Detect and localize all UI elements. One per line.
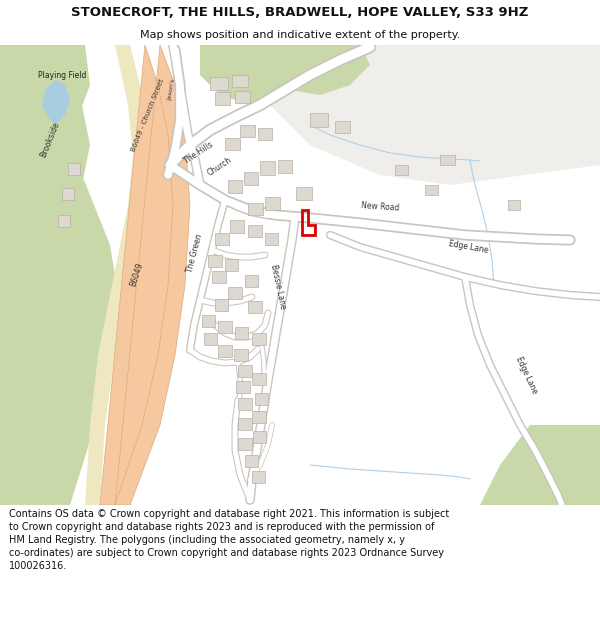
Polygon shape	[255, 393, 268, 405]
Polygon shape	[248, 225, 262, 237]
Polygon shape	[215, 92, 230, 105]
Text: STONECROFT, THE HILLS, BRADWELL, HOPE VALLEY, S33 9HZ: STONECROFT, THE HILLS, BRADWELL, HOPE VA…	[71, 6, 529, 19]
Polygon shape	[218, 345, 232, 357]
Polygon shape	[0, 285, 70, 505]
Polygon shape	[245, 455, 258, 467]
Text: Bessie Lane: Bessie Lane	[269, 264, 287, 310]
Polygon shape	[508, 200, 520, 210]
Text: Edge Lane: Edge Lane	[514, 355, 539, 395]
Polygon shape	[265, 197, 280, 210]
Polygon shape	[234, 349, 248, 361]
Polygon shape	[202, 315, 215, 327]
Polygon shape	[62, 188, 74, 200]
Polygon shape	[425, 185, 438, 195]
Polygon shape	[240, 125, 255, 137]
Polygon shape	[232, 75, 248, 87]
Polygon shape	[252, 471, 265, 483]
Polygon shape	[100, 45, 190, 505]
Polygon shape	[238, 418, 252, 430]
Polygon shape	[5, 50, 80, 115]
Polygon shape	[480, 425, 560, 505]
Polygon shape	[235, 327, 248, 339]
Polygon shape	[296, 187, 312, 200]
Polygon shape	[235, 91, 250, 103]
Polygon shape	[228, 287, 242, 299]
Polygon shape	[212, 271, 226, 283]
Polygon shape	[244, 172, 258, 185]
Polygon shape	[335, 121, 350, 133]
Text: Edge Lane: Edge Lane	[448, 239, 488, 255]
Text: Jason's: Jason's	[167, 79, 176, 101]
Polygon shape	[530, 425, 600, 505]
Polygon shape	[225, 259, 238, 271]
Polygon shape	[238, 438, 252, 450]
Polygon shape	[0, 45, 90, 275]
Polygon shape	[218, 321, 232, 333]
Text: Contains OS data © Crown copyright and database right 2021. This information is : Contains OS data © Crown copyright and d…	[9, 509, 449, 571]
Text: The Green: The Green	[185, 232, 205, 273]
Polygon shape	[68, 163, 80, 175]
Polygon shape	[42, 80, 70, 125]
Polygon shape	[215, 233, 229, 245]
Polygon shape	[238, 398, 252, 410]
Polygon shape	[310, 113, 328, 127]
Text: B6049: B6049	[129, 262, 145, 288]
Polygon shape	[230, 45, 600, 185]
Text: New Road: New Road	[361, 201, 400, 213]
Polygon shape	[200, 45, 290, 105]
Text: B6049 - Church Street: B6049 - Church Street	[131, 78, 166, 152]
Text: Playing Field: Playing Field	[38, 71, 86, 79]
Polygon shape	[260, 161, 275, 175]
Polygon shape	[236, 381, 250, 393]
Polygon shape	[265, 233, 278, 245]
Polygon shape	[215, 299, 228, 311]
Polygon shape	[85, 45, 150, 505]
Polygon shape	[0, 45, 90, 125]
Polygon shape	[248, 203, 263, 215]
Polygon shape	[252, 333, 266, 345]
Polygon shape	[238, 365, 252, 377]
Text: Church: Church	[206, 156, 234, 178]
Polygon shape	[258, 128, 272, 140]
Polygon shape	[278, 160, 292, 173]
Polygon shape	[252, 373, 266, 385]
Polygon shape	[0, 45, 120, 505]
Polygon shape	[210, 77, 228, 90]
Polygon shape	[204, 333, 217, 345]
Polygon shape	[208, 255, 222, 267]
Text: Map shows position and indicative extent of the property.: Map shows position and indicative extent…	[140, 30, 460, 40]
Polygon shape	[245, 275, 258, 287]
Polygon shape	[225, 138, 240, 150]
Text: The Hills: The Hills	[182, 140, 214, 166]
Text: Brookside: Brookside	[39, 121, 61, 159]
Polygon shape	[253, 431, 266, 443]
Polygon shape	[550, 445, 600, 505]
Polygon shape	[228, 180, 242, 193]
Polygon shape	[230, 220, 244, 233]
Polygon shape	[440, 155, 455, 165]
Polygon shape	[58, 215, 70, 227]
Polygon shape	[395, 165, 408, 175]
Polygon shape	[252, 411, 266, 423]
Polygon shape	[248, 301, 262, 313]
Polygon shape	[270, 45, 370, 95]
